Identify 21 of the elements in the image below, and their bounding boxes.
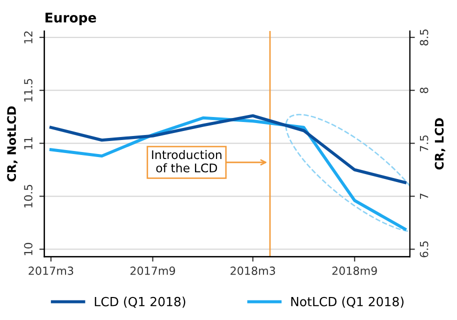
legend-label: NotLCD (Q1 2018) [291,296,404,308]
y-tick-label: 10.5 [24,184,32,208]
line-series [49,114,406,184]
x-tick-label: 2017m3 [28,266,74,275]
y-tick-label: 10 [24,242,32,256]
y-tick-label: 11 [24,137,32,150]
chart-title: Europe [46,12,96,26]
y-axis-title: CR, NotLCD [7,106,18,182]
y-tick-label: 11.5 [24,78,32,102]
x-tick-label: 2018m3 [230,266,276,275]
y2-tick-label: 7 [420,194,428,199]
y2-tick-label: 6.5 [420,241,428,258]
legend-label: LCD (Q1 2018) [94,296,186,308]
y-tick-label: 12 [24,31,32,44]
x-tick-label: 2017m9 [130,266,176,275]
annotation: Introduction of the LCD [152,150,222,172]
x-tick-label: 2018m9 [332,266,377,275]
y2-axis-title: CR, LCD [434,118,446,170]
y2-tick-label: 8.5 [420,30,428,46]
y2-tick-label: 7.5 [420,135,428,152]
y2-tick-label: 8 [420,88,428,94]
